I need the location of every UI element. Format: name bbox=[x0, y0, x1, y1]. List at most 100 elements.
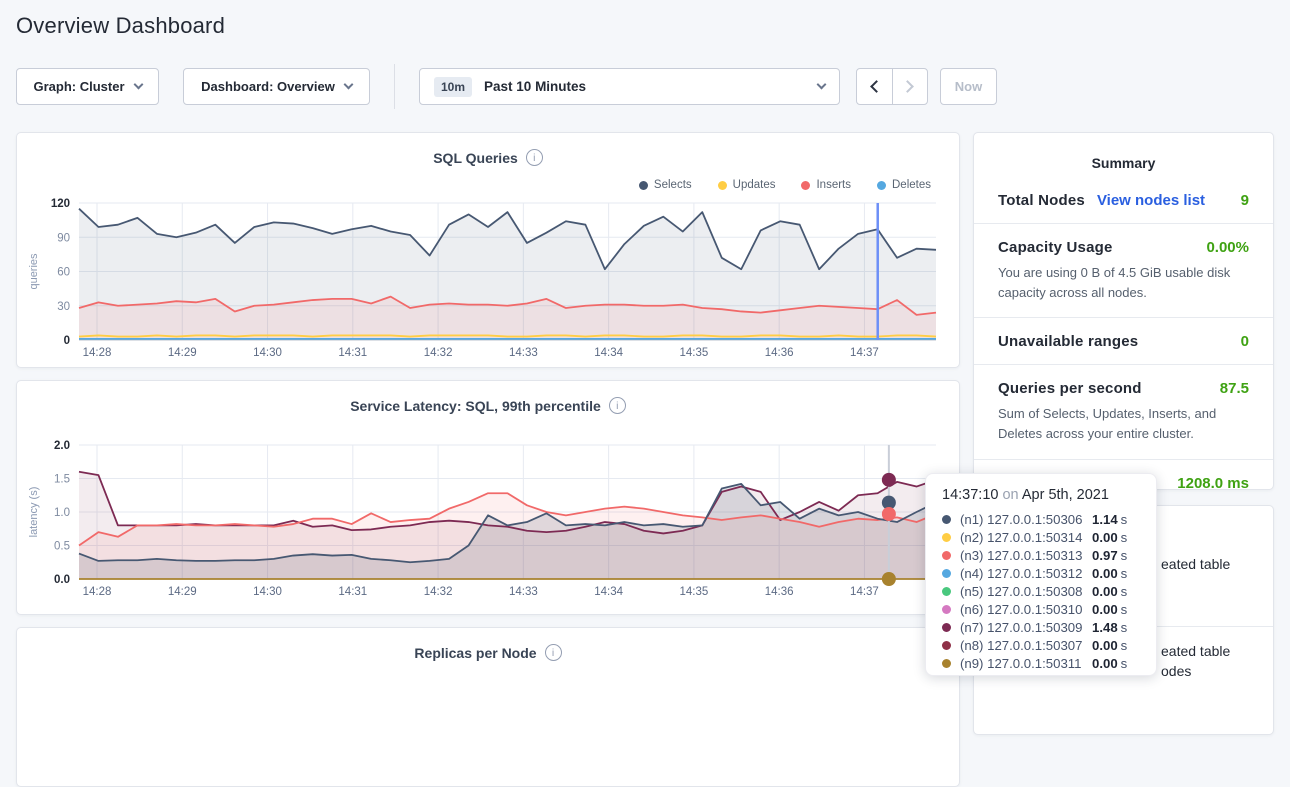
svg-text:14:30: 14:30 bbox=[253, 586, 282, 598]
tooltip-node-row: (n9) 127.0.0.1:50311 0.00 s bbox=[942, 654, 1156, 672]
svg-text:30: 30 bbox=[57, 301, 70, 313]
svg-text:14:30: 14:30 bbox=[253, 347, 282, 359]
svg-text:14:28: 14:28 bbox=[83, 347, 112, 359]
legend-dot bbox=[638, 180, 648, 190]
legend-label: Inserts bbox=[816, 179, 851, 191]
tooltip-node-row: (n3) 127.0.0.1:50313 0.97 s bbox=[942, 546, 1156, 564]
node-color-dot bbox=[942, 622, 951, 632]
summary-label: Queries per second bbox=[998, 380, 1142, 398]
sql-queries-legend: Selects Updates Inserts Deletes bbox=[638, 179, 931, 191]
summary-label: Capacity Usage bbox=[998, 239, 1113, 256]
node-color-dot bbox=[942, 514, 951, 524]
legend-dot bbox=[717, 180, 727, 190]
view-nodes-list-link[interactable]: View nodes list bbox=[1096, 192, 1206, 209]
svg-text:14:33: 14:33 bbox=[509, 586, 538, 598]
node-latency-value: 0.00 s bbox=[1092, 637, 1128, 653]
svg-text:14:34: 14:34 bbox=[594, 347, 623, 359]
legend-item-deletes[interactable]: Deletes bbox=[877, 179, 931, 191]
svg-text:14:35: 14:35 bbox=[680, 347, 709, 359]
summary-value: 1208.0 ms bbox=[1177, 474, 1249, 492]
node-color-dot bbox=[942, 640, 951, 650]
tooltip-node-row: (n5) 127.0.0.1:50308 0.00 s bbox=[942, 582, 1156, 600]
legend-label: Selects bbox=[653, 179, 692, 191]
tooltip-node-row: (n4) 127.0.0.1:50312 0.00 s bbox=[942, 564, 1156, 582]
tooltip-node-row: (n7) 127.0.0.1:50309 1.48 s bbox=[942, 618, 1156, 636]
svg-text:14:28: 14:28 bbox=[83, 586, 112, 598]
summary-title: Summary bbox=[1091, 155, 1156, 171]
svg-text:14:32: 14:32 bbox=[424, 586, 453, 598]
tooltip-node-row: (n8) 127.0.0.1:50307 0.00 s bbox=[942, 636, 1156, 654]
summary-row: Queries per second 87.5 Sum of Selects, Up… bbox=[974, 365, 1273, 460]
svg-text:14:32: 14:32 bbox=[424, 347, 453, 359]
graph-dropdown-label: Graph: Cluster bbox=[33, 79, 125, 94]
time-back-button[interactable] bbox=[857, 69, 892, 104]
node-latency-value: 0.00 s bbox=[1092, 529, 1128, 545]
service-latency-card: Service Latency: SQL, 99th percentile i … bbox=[16, 380, 960, 615]
chevron-left-icon bbox=[870, 80, 883, 93]
node-address: (n3) 127.0.0.1:50313 bbox=[960, 547, 1083, 563]
svg-text:14:31: 14:31 bbox=[338, 586, 367, 598]
svg-text:14:33: 14:33 bbox=[509, 347, 538, 359]
time-range-picker[interactable]: 10m Past 10 Minutes bbox=[419, 68, 840, 105]
replicas-per-node-card: Replicas per Node i bbox=[16, 627, 960, 787]
svg-text:14:36: 14:36 bbox=[765, 347, 794, 359]
node-address: (n6) 127.0.0.1:50310 bbox=[960, 601, 1083, 617]
info-icon[interactable]: i bbox=[525, 149, 543, 166]
node-color-dot bbox=[942, 568, 951, 578]
svg-text:60: 60 bbox=[57, 267, 70, 279]
dashboard-dropdown[interactable]: Dashboard: Overview bbox=[183, 68, 370, 105]
info-icon[interactable]: i bbox=[544, 644, 562, 661]
sql-queries-card: SQL Queries i Selects Updates Inserts Delet… bbox=[16, 132, 960, 368]
legend-item-inserts[interactable]: Inserts bbox=[801, 179, 851, 191]
node-latency-value: 0.97 s bbox=[1092, 547, 1128, 563]
summary-row: Total Nodes View nodes list 9 bbox=[974, 177, 1273, 224]
now-button[interactable]: Now bbox=[940, 68, 997, 105]
event-item: eated table odes bbox=[1161, 643, 1231, 680]
legend-item-selects[interactable]: Selects bbox=[638, 179, 692, 191]
tooltip-node-row: (n6) 127.0.0.1:50310 0.00 s bbox=[942, 600, 1156, 618]
legend-dot bbox=[801, 180, 811, 190]
svg-text:0.0: 0.0 bbox=[54, 574, 70, 586]
summary-value: 0 bbox=[1240, 333, 1249, 351]
now-button-label: Now bbox=[954, 79, 983, 94]
replicas-per-node-title: Replicas per Node bbox=[414, 644, 537, 661]
summary-label: Unavailable ranges bbox=[998, 333, 1139, 351]
svg-text:120: 120 bbox=[51, 198, 70, 210]
svg-text:14:36: 14:36 bbox=[765, 586, 794, 598]
node-address: (n9) 127.0.0.1:50311 bbox=[960, 655, 1082, 671]
chevron-down-icon bbox=[343, 79, 354, 90]
dashboard-dropdown-label: Dashboard: Overview bbox=[201, 79, 335, 94]
svg-text:14:34: 14:34 bbox=[594, 586, 623, 598]
svg-text:14:37: 14:37 bbox=[850, 347, 879, 359]
time-nav-group bbox=[856, 68, 928, 105]
service-latency-chart[interactable]: 0.0 0.5 1.0 1.5 2.0 14:28 14:29 14:30 14:31 14:32… bbox=[17, 429, 961, 614]
node-address: (n7) 127.0.0.1:50309 bbox=[960, 619, 1083, 635]
node-color-dot bbox=[942, 658, 951, 668]
svg-text:2.0: 2.0 bbox=[54, 440, 70, 452]
overview-dashboard-page: Overview Dashboard Graph: Cluster Dashbo… bbox=[16, 13, 1274, 787]
node-color-dot bbox=[942, 586, 951, 596]
svg-text:14:31: 14:31 bbox=[338, 347, 367, 359]
legend-item-updates[interactable]: Updates bbox=[717, 179, 775, 191]
svg-text:0.5: 0.5 bbox=[54, 541, 70, 553]
service-latency-title: Service Latency: SQL, 99th percentile bbox=[350, 397, 601, 414]
summary-value: 0.00% bbox=[1206, 239, 1249, 256]
svg-text:14:29: 14:29 bbox=[168, 586, 197, 598]
svg-text:14:37: 14:37 bbox=[850, 586, 879, 598]
svg-text:14:29: 14:29 bbox=[168, 347, 197, 359]
svg-text:latency (s): latency (s) bbox=[28, 487, 40, 538]
summary-value: 9 bbox=[1240, 192, 1249, 209]
node-address: (n1) 127.0.0.1:50306 bbox=[960, 511, 1083, 527]
summary-row: Unavailable ranges 0 bbox=[974, 318, 1273, 366]
sql-queries-chart[interactable]: 0 30 60 90 120 14:28 14:29 14:30 14:31 14:32 14:33… bbox=[17, 181, 961, 367]
summary-row: Capacity Usage 0.00% You are using 0 B of … bbox=[974, 224, 1273, 319]
time-forward-button[interactable] bbox=[891, 69, 927, 104]
time-range-label: Past 10 Minutes bbox=[484, 79, 587, 94]
svg-text:90: 90 bbox=[57, 232, 70, 244]
node-latency-value: 1.14 s bbox=[1092, 511, 1128, 527]
node-latency-value: 0.00 s bbox=[1092, 655, 1128, 671]
info-icon[interactable]: i bbox=[608, 397, 626, 414]
graph-dropdown[interactable]: Graph: Cluster bbox=[16, 68, 159, 105]
legend-dot bbox=[877, 180, 886, 190]
summary-description: You are using 0 B of 4.5 GiB usable disk… bbox=[998, 265, 1231, 301]
